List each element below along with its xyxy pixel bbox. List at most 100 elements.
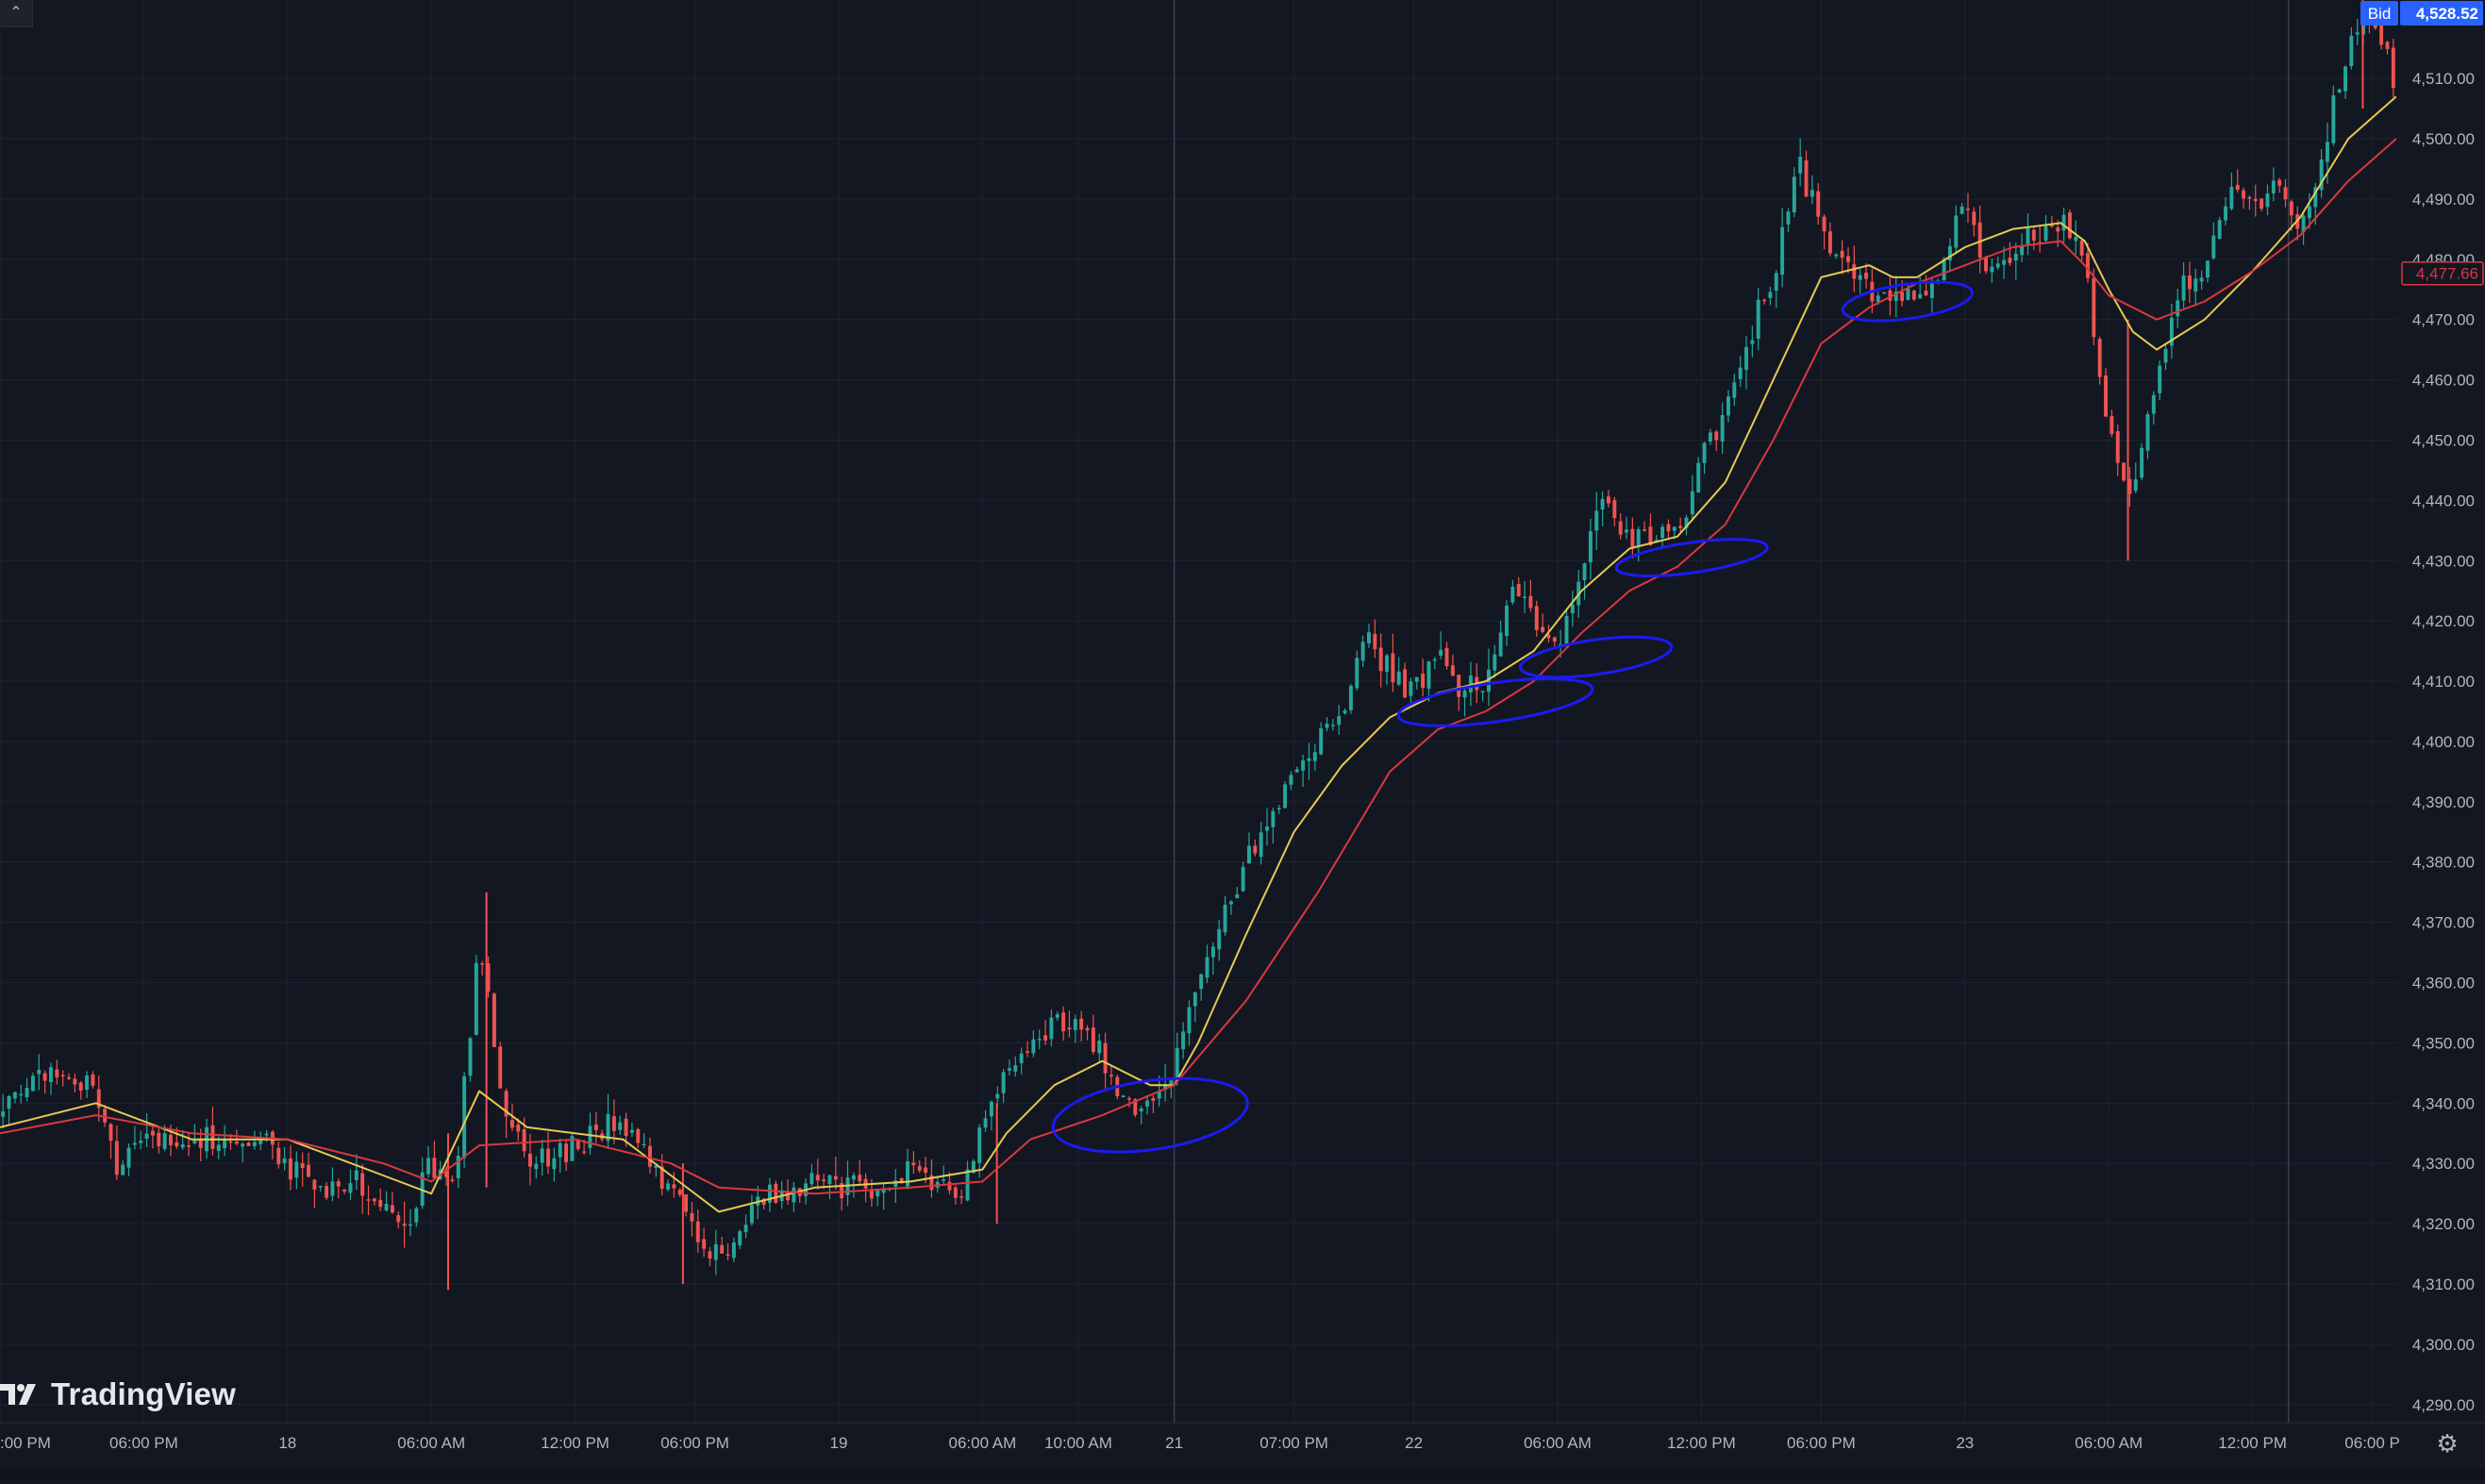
candle-body <box>2122 462 2126 481</box>
candle-body <box>330 1181 335 1196</box>
candle-body <box>192 1140 197 1143</box>
candle-body <box>480 963 485 965</box>
candle-body <box>132 1142 137 1145</box>
price-tick-label: 4,500.00 <box>2412 130 2475 148</box>
candle-body <box>1289 775 1293 785</box>
candle-body <box>498 1046 503 1089</box>
price-tick-label: 4,380.00 <box>2412 854 2475 872</box>
candle-body <box>1241 866 1245 892</box>
candle-body <box>1337 716 1342 725</box>
candle-body <box>2176 300 2180 317</box>
candle-body <box>1091 1027 1095 1053</box>
candle-body <box>1360 642 1365 661</box>
candle-body <box>1181 1031 1186 1050</box>
candle-body <box>252 1142 257 1146</box>
candle-body <box>977 1127 982 1163</box>
candle-body <box>1343 710 1347 714</box>
candle-body <box>420 1172 425 1207</box>
collapse-button[interactable]: ⌃ <box>0 0 33 27</box>
candle-body <box>1600 498 1605 510</box>
candle-body <box>1253 845 1258 854</box>
candle-body <box>2031 229 2036 242</box>
candle-body <box>2337 89 2342 93</box>
tradingview-logo[interactable]: TradingView <box>0 1373 236 1416</box>
candle-body <box>1630 528 1635 547</box>
drawn-annotations[interactable] <box>1048 275 1975 1163</box>
candle-body <box>809 1173 814 1185</box>
candle-body <box>1732 382 1737 398</box>
candle-body <box>588 1126 592 1148</box>
candle-body <box>1726 396 1730 416</box>
candle-body <box>659 1166 664 1189</box>
candle-body <box>2343 66 2347 92</box>
candle-body <box>300 1162 305 1169</box>
candle-body <box>2074 237 2078 242</box>
price-tick-label: 4,330.00 <box>2412 1155 2475 1173</box>
bid-badge <box>2360 1 2398 25</box>
candle-body <box>1498 632 1503 657</box>
candle-body <box>713 1243 718 1260</box>
time-tick-label: 18 <box>278 1434 296 1452</box>
candle-body <box>1026 1051 1029 1053</box>
candle-body <box>1426 661 1431 689</box>
candle-body <box>180 1144 185 1148</box>
candle-body <box>815 1175 820 1181</box>
candle-body <box>1876 295 1880 302</box>
price-tick-label: 4,300.00 <box>2412 1336 2475 1354</box>
candle-body <box>1265 825 1269 831</box>
candle-body <box>1977 222 1982 258</box>
candle-body <box>911 1162 916 1166</box>
price-axis[interactable]: 4,290.00 4,300.00 4,310.00 4,320.00 4,330.00… <box>2396 0 2485 1479</box>
candle-body <box>1528 595 1533 609</box>
candle-body <box>1618 521 1623 535</box>
candle-body <box>1559 643 1563 646</box>
candle-body <box>654 1165 659 1168</box>
time-tick-label: 06:00 PM <box>660 1434 729 1452</box>
candle-body <box>432 1158 437 1178</box>
candle-body <box>1192 992 1197 1007</box>
candle-body <box>1893 291 1898 302</box>
candle-body <box>1534 606 1539 630</box>
candle-body <box>876 1190 880 1197</box>
candle-body <box>325 1185 329 1198</box>
candle-body <box>906 1161 909 1187</box>
candle-body <box>114 1141 119 1176</box>
candle-body <box>234 1141 239 1144</box>
candle-body <box>366 1199 371 1201</box>
candle-body <box>738 1230 742 1246</box>
candle-body <box>725 1254 730 1256</box>
candle-body <box>1049 1017 1054 1040</box>
candle-body <box>1546 634 1551 639</box>
candle-body <box>1780 226 1785 275</box>
candle-body <box>1636 529 1641 546</box>
gear-icon: ⚙ <box>2436 1429 2459 1458</box>
candle-body <box>606 1113 610 1142</box>
candle-body <box>175 1142 179 1147</box>
candle-body <box>2104 375 2108 417</box>
candle-body <box>672 1184 676 1189</box>
bid-price-badge <box>2400 1 2483 25</box>
candle-body <box>1013 1065 1018 1072</box>
candle-body <box>528 1153 532 1167</box>
candle-body <box>414 1208 419 1223</box>
candle-body <box>259 1137 263 1144</box>
candle-body <box>37 1069 42 1075</box>
chart-settings-button[interactable]: ⚙ <box>2428 1425 2466 1462</box>
tradingview-logo-icon <box>0 1384 36 1405</box>
annotation-ellipse <box>1614 538 1769 577</box>
candle-body <box>1480 691 1485 692</box>
candle-body <box>2181 275 2186 301</box>
time-axis[interactable]: :00 PM 06:00 PM 18 06:00 AM 12:00 PM 06:00 PM… <box>0 1422 2485 1468</box>
candle-body <box>1552 637 1557 642</box>
candle-body <box>858 1175 862 1182</box>
time-tick-label: 06:00 AM <box>948 1434 1016 1452</box>
candle-body <box>49 1067 53 1083</box>
candle-body <box>953 1187 958 1198</box>
candle-body <box>1762 299 1767 302</box>
candle-body <box>881 1188 886 1193</box>
candle-body <box>1109 1075 1113 1077</box>
candle-body <box>648 1145 652 1167</box>
candle-body <box>2199 277 2204 282</box>
